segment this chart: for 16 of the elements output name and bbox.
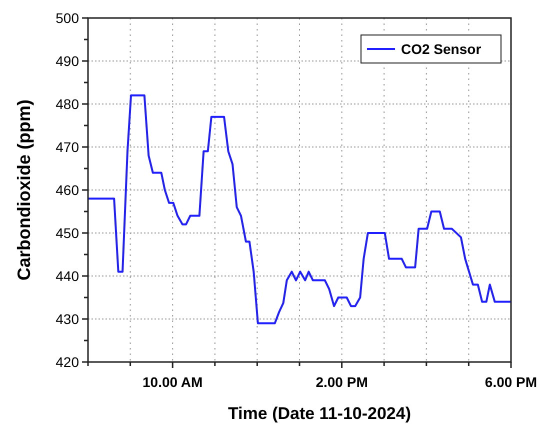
y-tick-label: 450 <box>56 225 80 241</box>
y-tick-label: 430 <box>56 311 80 327</box>
x-tick-label: 10.00 AM <box>142 374 203 390</box>
y-tick-label: 480 <box>56 96 80 112</box>
y-tick-label: 440 <box>56 268 80 284</box>
y-axis-title: Carbondioxide (ppm) <box>14 100 34 280</box>
x-tick-label: 2.00 PM <box>316 374 368 390</box>
y-tick-label: 490 <box>56 53 80 69</box>
x-axis-title: Time (Date 11-10-2024) <box>228 404 412 423</box>
x-tick-label: 6.00 PM <box>484 374 538 390</box>
line-series <box>87 94 512 324</box>
y-tick-label: 460 <box>56 182 80 198</box>
y-tick-label: 470 <box>56 139 80 155</box>
legend-label: CO2 Sensor <box>401 41 482 57</box>
y-tick-label: 500 <box>56 10 80 26</box>
y-tick-label: 420 <box>56 354 80 370</box>
